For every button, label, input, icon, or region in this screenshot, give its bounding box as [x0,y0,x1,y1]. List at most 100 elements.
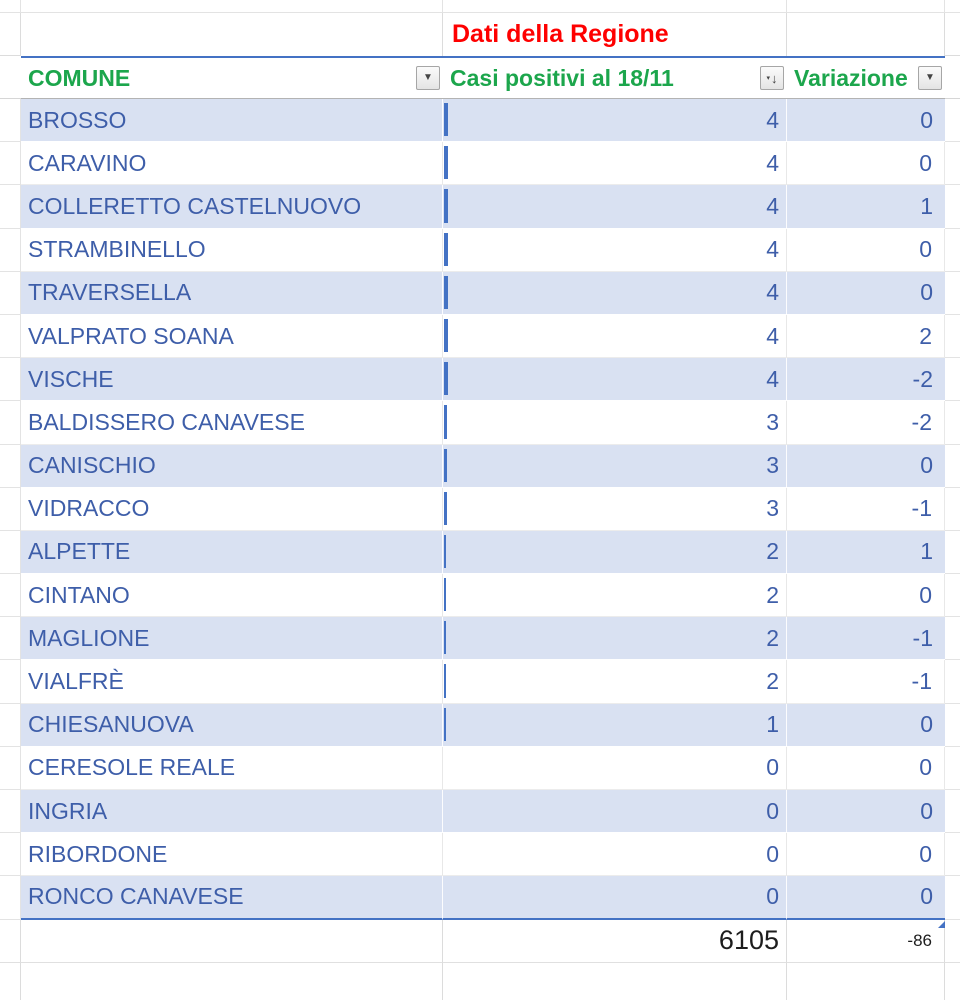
casi-cell[interactable]: 0 [443,876,787,920]
table-row: RONCO CANAVESE 0 0 [0,876,960,920]
comune-cell[interactable]: RONCO CANAVESE [21,876,443,920]
variazione-value: -1 [911,495,932,522]
casi-cell[interactable]: 2 [443,617,787,661]
header-label-variazione: Variazione [794,64,908,91]
grid-cell [0,358,21,402]
comune-cell[interactable]: CERESOLE REALE [21,746,443,790]
variazione-cell[interactable]: 2 [787,314,945,359]
data-bar [444,146,448,180]
table-row: VIDRACCO 3 -1 [0,487,960,531]
comune-cell[interactable]: TRAVERSELLA [21,271,443,315]
grid-cell [0,271,21,315]
sort-down-arrow-icon: ↓ [771,70,778,86]
grid-cell [21,919,443,963]
grid-cell [945,833,960,877]
grid-cell [21,13,443,56]
variazione-cell[interactable]: 0 [787,790,945,834]
variazione-cell[interactable]: 0 [787,228,945,272]
casi-cell[interactable]: 2 [443,660,787,704]
variazione-cell[interactable]: 0 [787,142,945,186]
casi-cell[interactable]: 4 [443,228,787,272]
variazione-cell[interactable]: 0 [787,99,945,143]
comune-cell[interactable]: COLLERETTO CASTELNUOVO [21,185,443,229]
casi-cell[interactable]: 2 [443,530,787,575]
comune-name: CINTANO [28,581,130,608]
comune-cell[interactable]: VIALFRÈ [21,660,443,704]
comune-cell[interactable]: VISCHE [21,358,443,402]
table-row: ALPETTE 2 1 [0,530,960,575]
casi-value: 3 [766,408,779,435]
variazione-cell[interactable]: 0 [787,833,945,877]
comune-cell[interactable]: BROSSO [21,99,443,143]
comune-cell[interactable]: ALPETTE [21,530,443,575]
region-title-cell[interactable]: Dati della Regione [443,13,787,56]
comune-cell[interactable]: RIBORDONE [21,833,443,877]
header-cell-comune[interactable]: COMUNE ▼ [21,56,443,99]
casi-cell[interactable]: 4 [443,185,787,229]
casi-cell[interactable]: 0 [443,790,787,834]
table-resize-handle[interactable] [938,921,945,928]
variazione-cell[interactable]: -1 [787,660,945,704]
variazione-cell[interactable]: 1 [787,530,945,575]
variazione-cell[interactable]: 0 [787,703,945,747]
variazione-cell[interactable]: -1 [787,617,945,661]
variazione-value: 0 [920,883,933,910]
grid-cell [0,530,21,575]
header-cell-casi-positivi[interactable]: Casi positivi al 18/11 ▾ ↓ [443,56,787,99]
comune-cell[interactable]: STRAMBINELLO [21,228,443,272]
variazione-cell[interactable]: 0 [787,574,945,618]
total-variazione-cell[interactable]: -86 [787,919,945,963]
grid-strip-top [0,0,960,13]
variazione-cell[interactable]: 0 [787,876,945,920]
comune-cell[interactable]: CINTANO [21,574,443,618]
grid-cell [945,703,960,747]
casi-cell[interactable]: 0 [443,833,787,877]
grid-cell [0,185,21,229]
variazione-value: 1 [920,538,933,565]
comune-cell[interactable]: CHIESANUOVA [21,703,443,747]
comune-cell[interactable]: VIDRACCO [21,487,443,531]
table-row: COLLERETTO CASTELNUOVO 4 1 [0,185,960,229]
comune-cell[interactable]: CANISCHIO [21,444,443,488]
variazione-cell[interactable]: -2 [787,401,945,445]
casi-cell[interactable]: 4 [443,358,787,402]
variazione-cell[interactable]: 1 [787,185,945,229]
casi-cell[interactable]: 0 [443,746,787,790]
comune-cell[interactable]: BALDISSERO CANAVESE [21,401,443,445]
filter-dropdown-icon[interactable]: ▼ [416,66,440,90]
grid-cell [0,13,21,56]
grid-cell [21,0,443,13]
casi-cell[interactable]: 4 [443,314,787,359]
grid-cell [945,13,960,56]
casi-cell[interactable]: 2 [443,574,787,618]
casi-cell[interactable]: 3 [443,487,787,531]
filter-dropdown-icon[interactable]: ▼ [918,66,942,90]
grid-cell [945,617,960,661]
variazione-cell[interactable]: 0 [787,746,945,790]
variazione-cell[interactable]: 0 [787,444,945,488]
casi-value: 0 [766,754,779,781]
casi-value: 4 [766,322,779,349]
variazione-cell[interactable]: -2 [787,358,945,402]
grid-cell [945,920,960,963]
casi-value: 1 [766,711,779,738]
variazione-cell[interactable]: 0 [787,271,945,315]
grid-cell [0,617,21,661]
casi-value: 0 [766,883,779,910]
comune-cell[interactable]: MAGLIONE [21,617,443,661]
variazione-cell[interactable]: -1 [787,487,945,531]
comune-cell[interactable]: INGRIA [21,790,443,834]
casi-cell[interactable]: 3 [443,401,787,445]
header-cell-variazione[interactable]: Variazione ▼ [787,56,945,99]
casi-cell[interactable]: 4 [443,99,787,143]
casi-cell[interactable]: 4 [443,142,787,186]
grid-cell [945,574,960,618]
casi-cell[interactable]: 4 [443,271,787,315]
region-title: Dati della Regione [452,20,669,48]
comune-cell[interactable]: VALPRATO SOANA [21,314,443,359]
total-casi-cell[interactable]: 6105 [443,919,787,963]
comune-cell[interactable]: CARAVINO [21,142,443,186]
sort-descending-filter-icon[interactable]: ▾ ↓ [760,66,784,90]
casi-cell[interactable]: 1 [443,703,787,747]
casi-cell[interactable]: 3 [443,444,787,488]
